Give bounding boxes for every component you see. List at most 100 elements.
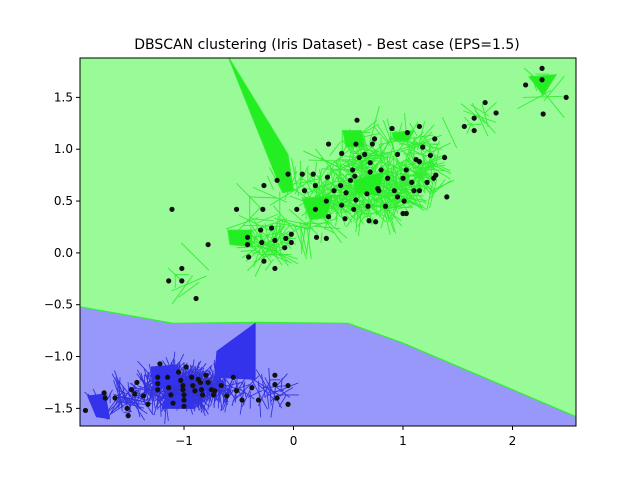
data-point xyxy=(325,214,332,220)
data-point xyxy=(323,198,329,204)
cell-edge xyxy=(370,139,377,144)
data-point xyxy=(313,234,320,240)
cell-edge xyxy=(406,131,424,149)
cell-edge xyxy=(247,390,263,398)
data-point xyxy=(288,239,294,246)
data-point xyxy=(274,395,280,401)
cell-edge xyxy=(217,387,231,395)
cell-edge xyxy=(386,163,415,170)
cell-edge xyxy=(239,388,255,400)
cell-edge xyxy=(274,217,309,230)
data-point xyxy=(205,379,211,386)
cell-edge xyxy=(293,180,314,184)
data-point xyxy=(210,392,217,398)
data-point xyxy=(400,175,406,181)
data-point xyxy=(540,111,546,117)
data-point xyxy=(310,171,316,177)
data-point xyxy=(134,379,140,386)
cell-edge xyxy=(379,153,399,172)
cell-edge xyxy=(409,123,418,137)
data-point xyxy=(323,235,329,241)
cell-edge xyxy=(240,249,256,252)
cell-edge xyxy=(313,171,334,194)
data-point xyxy=(365,203,371,209)
data-point xyxy=(212,388,218,394)
chart-title: DBSCAN clustering (Iris Dataset) - Best … xyxy=(134,37,519,53)
cell-edge xyxy=(187,363,207,387)
cell-edge xyxy=(252,187,288,203)
cell-edge xyxy=(349,155,368,169)
data-point xyxy=(343,190,349,196)
data-point xyxy=(198,387,205,393)
cell-edge xyxy=(306,182,314,195)
data-point xyxy=(288,231,294,237)
cell-edge xyxy=(266,389,270,409)
cell-edge xyxy=(320,232,323,244)
data-point xyxy=(369,141,375,147)
cell-edge xyxy=(241,381,247,398)
cell-edge xyxy=(171,275,193,305)
data-point xyxy=(371,136,378,142)
cell-edge xyxy=(470,104,489,117)
cell-edge xyxy=(182,368,196,376)
data-point xyxy=(539,65,545,71)
data-point xyxy=(244,234,251,240)
cell-edge xyxy=(484,101,497,114)
cell-edge xyxy=(349,203,361,207)
data-point xyxy=(416,123,423,130)
data-point xyxy=(367,160,373,166)
cell-edge xyxy=(362,209,382,219)
data-point xyxy=(312,206,319,212)
data-point xyxy=(416,159,423,165)
data-point xyxy=(347,177,354,183)
cell-edge xyxy=(328,174,340,189)
dense-cell-green xyxy=(227,229,253,248)
data-point xyxy=(246,254,252,260)
cell-edge xyxy=(412,149,427,158)
cell-edge xyxy=(379,187,407,217)
cell-edge xyxy=(122,385,128,407)
data-point xyxy=(409,179,415,185)
data-point xyxy=(261,258,267,264)
cell-edge xyxy=(267,252,293,264)
data-point xyxy=(155,387,161,393)
data-point xyxy=(179,278,185,284)
cell-edge xyxy=(405,187,419,205)
cell-edge xyxy=(222,377,226,404)
data-point xyxy=(190,382,196,389)
data-point xyxy=(424,179,430,185)
data-point xyxy=(170,400,176,406)
data-point xyxy=(416,188,423,194)
data-point xyxy=(233,206,240,212)
cell-edge xyxy=(253,248,284,263)
cell-edge xyxy=(404,175,411,186)
y-tick-label: −0.5 xyxy=(44,298,73,312)
cell-edge xyxy=(278,395,287,408)
data-point xyxy=(378,167,384,173)
data-point xyxy=(259,239,265,246)
data-point xyxy=(356,154,362,161)
cell-edge xyxy=(256,213,279,224)
cell-edge xyxy=(130,389,136,394)
dense-cell-green xyxy=(528,74,558,97)
cell-edge xyxy=(426,161,452,174)
data-point xyxy=(272,237,278,244)
data-point xyxy=(394,194,401,200)
cell-edge xyxy=(378,135,392,163)
cell-edge xyxy=(303,180,336,195)
cell-edge xyxy=(544,93,565,118)
cell-edge xyxy=(463,110,497,123)
cell-edge xyxy=(428,179,455,193)
cell-edge xyxy=(106,389,113,402)
cell-edge xyxy=(376,134,396,159)
data-point xyxy=(282,245,288,251)
cell-edge xyxy=(243,224,282,227)
cell-edge xyxy=(140,388,166,400)
cell-edge xyxy=(301,222,307,249)
cell-edge xyxy=(402,190,416,202)
data-point xyxy=(353,197,359,203)
cell-edge xyxy=(254,248,269,277)
cell-edge xyxy=(127,393,143,412)
cell-edge xyxy=(270,386,277,418)
data-point xyxy=(124,405,130,411)
